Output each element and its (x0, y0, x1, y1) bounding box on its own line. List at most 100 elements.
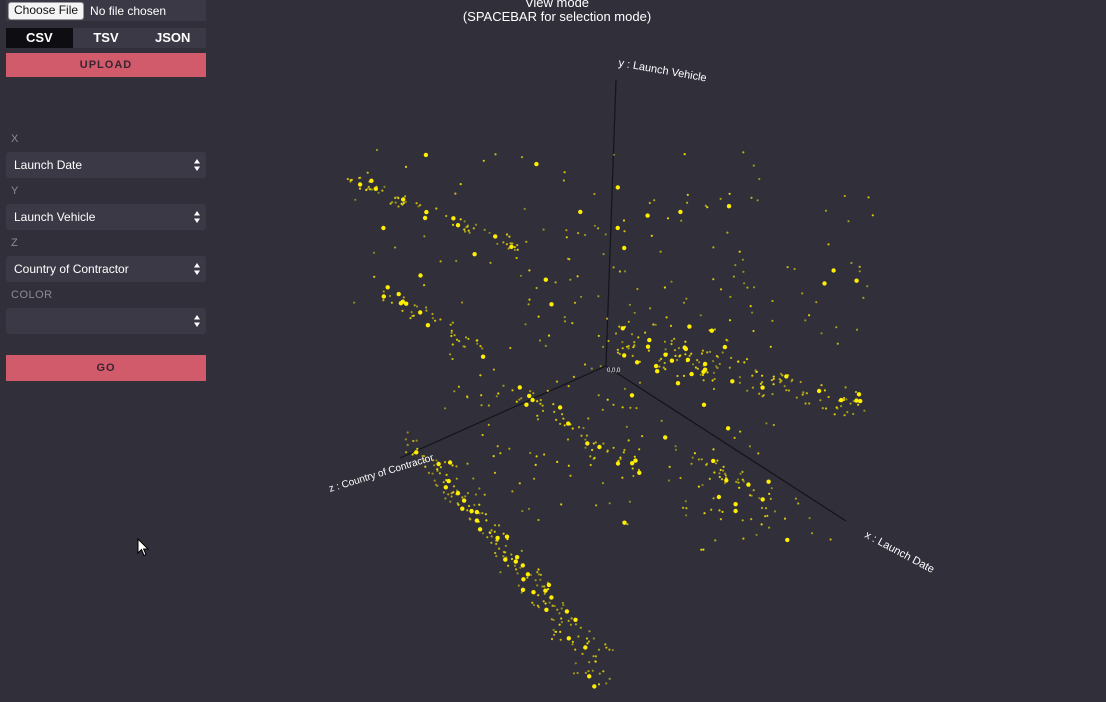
data-point (461, 496, 464, 499)
data-point (785, 537, 790, 543)
data-point (712, 278, 715, 281)
data-point (761, 395, 764, 398)
go-button[interactable]: GO (6, 355, 206, 381)
data-point (485, 519, 488, 522)
data-point (863, 409, 866, 412)
color-select[interactable] (6, 308, 206, 334)
upload-button[interactable]: UPLOAD (6, 53, 206, 77)
z-axis-select[interactable]: Country of Contractor (6, 256, 206, 282)
data-point (568, 258, 571, 261)
data-point (584, 446, 587, 449)
data-point (477, 527, 483, 532)
data-point (505, 233, 509, 236)
data-point (752, 164, 755, 167)
mode-hint: (SPACEBAR for selection mode) (462, 9, 652, 24)
data-point (674, 448, 678, 451)
data-point (608, 677, 611, 680)
data-point (562, 179, 566, 182)
data-point (633, 311, 636, 314)
data-point (539, 578, 542, 581)
file-input[interactable]: Choose File No file chosen (6, 0, 206, 21)
data-point (620, 326, 625, 331)
data-point (413, 304, 416, 307)
tab-csv[interactable]: CSV (6, 28, 73, 48)
data-point (783, 385, 786, 388)
data-point (706, 371, 709, 374)
data-point (467, 337, 470, 340)
data-point (583, 363, 587, 366)
data-point (574, 662, 577, 665)
data-point (711, 379, 714, 382)
data-point (525, 572, 531, 577)
data-point (487, 423, 490, 426)
data-point (571, 640, 575, 644)
tab-json[interactable]: JSON (154, 30, 191, 45)
data-point (534, 161, 539, 167)
data-point (466, 492, 470, 495)
data-point (415, 305, 419, 308)
data-point (668, 465, 671, 468)
data-point (391, 201, 394, 204)
data-point (536, 414, 539, 417)
data-point (650, 234, 653, 237)
data-point (574, 648, 577, 651)
data-point (718, 475, 721, 479)
data-point (543, 585, 546, 588)
data-point (741, 258, 745, 261)
data-point (622, 353, 627, 358)
data-point (402, 201, 405, 205)
data-point (583, 645, 588, 650)
data-point (368, 188, 372, 191)
data-point (472, 477, 475, 480)
data-point (827, 243, 830, 246)
data-point (394, 246, 397, 249)
data-point (495, 555, 498, 558)
data-point (630, 461, 635, 466)
data-point (585, 441, 590, 446)
data-point (628, 303, 632, 306)
data-point (543, 588, 548, 593)
data-point (824, 209, 828, 212)
data-point (576, 671, 579, 675)
data-point (553, 633, 556, 636)
data-point (559, 630, 562, 634)
x-axis-select[interactable]: Launch Date (6, 152, 206, 178)
data-point (544, 344, 547, 347)
data-point (541, 585, 544, 588)
data-point (794, 497, 798, 500)
data-point (569, 623, 573, 626)
data-point (597, 648, 601, 651)
updown-arrows-icon (194, 315, 200, 327)
data-point (438, 472, 441, 475)
data-point (397, 205, 400, 208)
data-point (488, 231, 491, 234)
tab-tsv[interactable]: TSV (93, 30, 119, 45)
data-point (372, 251, 376, 254)
data-point (764, 515, 767, 518)
data-point (638, 381, 642, 384)
data-point (722, 469, 725, 472)
data-point (660, 357, 663, 360)
data-point (682, 301, 686, 304)
data-point (698, 361, 701, 364)
data-point (400, 301, 403, 304)
y-axis-select[interactable]: Launch Vehicle (6, 204, 206, 230)
data-point (414, 450, 419, 455)
z-axis-line (399, 365, 607, 459)
data-point (771, 299, 774, 303)
data-point (597, 295, 600, 298)
data-point (645, 344, 651, 349)
data-point (702, 379, 705, 382)
data-point (843, 396, 846, 400)
data-point (638, 448, 641, 451)
data-point (712, 371, 716, 374)
data-point (858, 270, 861, 273)
choose-file-button[interactable]: Choose File (8, 1, 85, 20)
file-status-text: No file chosen (90, 3, 167, 18)
data-point (737, 360, 740, 363)
data-point (579, 626, 582, 629)
data-point (461, 301, 464, 304)
data-point (835, 406, 838, 409)
data-point (714, 462, 718, 465)
